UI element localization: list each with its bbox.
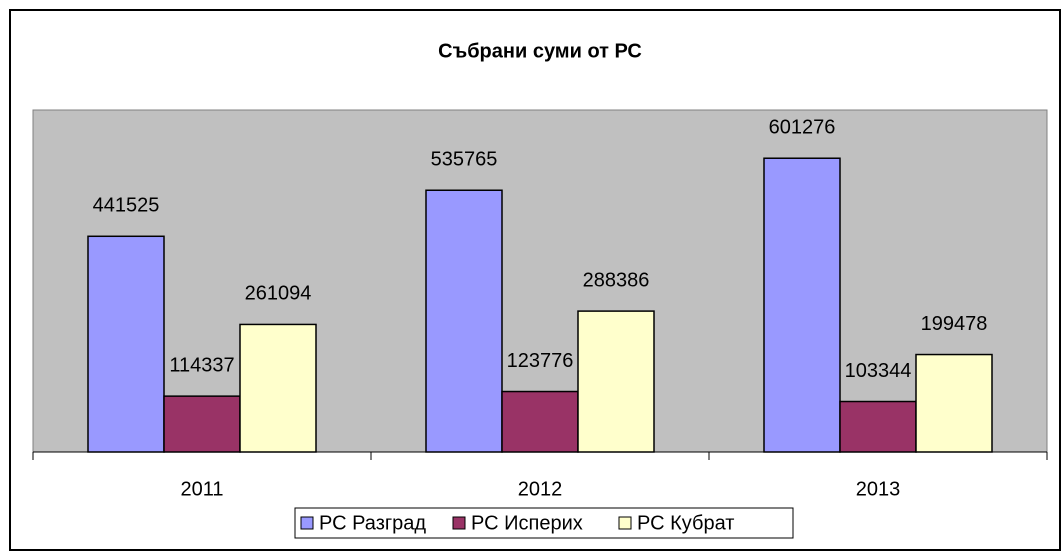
- bar: [425, 189, 503, 453]
- value-label: 103344: [845, 360, 912, 382]
- legend-label: РС Разград: [319, 512, 426, 534]
- legend-swatch: [300, 516, 314, 530]
- bar: [239, 323, 317, 453]
- x-tick-label: 2013: [856, 478, 901, 500]
- bar: [501, 390, 579, 453]
- legend-swatch: [618, 516, 632, 530]
- value-label: 114337: [169, 354, 234, 376]
- chart-title: Събрани суми от РС: [438, 40, 642, 62]
- value-label: 199478: [921, 313, 988, 335]
- value-label: 601276: [769, 117, 836, 139]
- value-label: 123776: [507, 350, 574, 372]
- value-label: 261094: [245, 283, 312, 305]
- x-tick-label: 2012: [518, 478, 563, 500]
- bar: [87, 235, 165, 453]
- value-label: 535765: [431, 149, 498, 171]
- legend-label: РС Кубрат: [637, 512, 734, 534]
- bar: [763, 157, 841, 453]
- bar: [163, 395, 241, 453]
- x-tick-label: 2011: [180, 478, 223, 500]
- value-label: 441525: [93, 195, 160, 217]
- bar: [577, 310, 655, 453]
- legend-box: [294, 507, 794, 539]
- value-label: 288386: [583, 269, 650, 291]
- legend-label: РС Исперих: [471, 512, 583, 534]
- legend-swatch: [452, 516, 466, 530]
- bar: [915, 353, 993, 453]
- bar: [839, 400, 917, 453]
